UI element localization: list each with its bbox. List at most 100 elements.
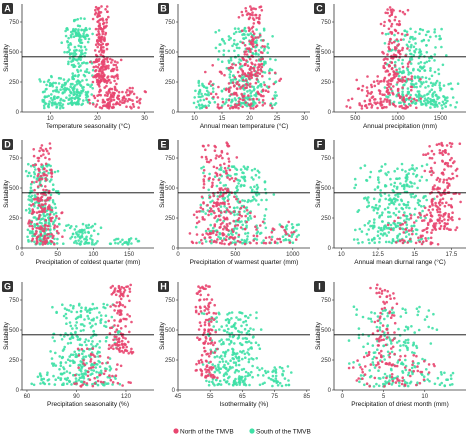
- point-south: [222, 53, 225, 57]
- point-north: [360, 104, 364, 108]
- point-south: [435, 328, 439, 332]
- point-south: [30, 382, 33, 386]
- point-south: [266, 42, 270, 46]
- point-north: [360, 107, 364, 110]
- point-north: [217, 107, 221, 110]
- point-south: [398, 384, 401, 388]
- point-south: [80, 28, 83, 32]
- point-north: [391, 345, 395, 349]
- point-south: [410, 224, 414, 228]
- point-north: [392, 292, 395, 295]
- point-south: [71, 87, 74, 90]
- point-south: [63, 50, 66, 54]
- point-south: [66, 342, 70, 345]
- point-south: [282, 369, 285, 373]
- point-south: [265, 85, 269, 88]
- point-south: [438, 84, 441, 87]
- point-south: [262, 239, 265, 242]
- point-south: [38, 221, 42, 224]
- point-north: [126, 93, 129, 97]
- point-north: [31, 227, 35, 231]
- point-south: [69, 52, 72, 55]
- point-north: [380, 349, 383, 353]
- point-south: [419, 100, 423, 104]
- point-north: [119, 297, 123, 301]
- point-north: [200, 155, 204, 159]
- y-tick-label: 500: [321, 186, 332, 192]
- point-south: [231, 165, 235, 168]
- point-south: [218, 328, 221, 331]
- point-north: [109, 93, 113, 96]
- point-north: [138, 99, 141, 102]
- point-north: [388, 294, 392, 297]
- point-south: [433, 70, 437, 74]
- point-north: [256, 66, 260, 69]
- point-south: [244, 232, 247, 235]
- point-north: [223, 162, 226, 166]
- point-north: [111, 374, 114, 378]
- point-north: [254, 81, 258, 85]
- point-north: [97, 39, 101, 42]
- point-north: [123, 342, 126, 346]
- point-north: [268, 241, 272, 244]
- point-south: [241, 64, 244, 68]
- point-south: [213, 100, 217, 104]
- point-south: [71, 96, 74, 100]
- point-south: [362, 345, 365, 349]
- point-north: [444, 162, 447, 165]
- point-north: [51, 236, 54, 240]
- point-north: [227, 160, 231, 163]
- point-north: [209, 375, 213, 378]
- x-tick-label: 0: [341, 394, 345, 400]
- point-north: [255, 78, 259, 81]
- panel-label: E: [160, 140, 166, 150]
- point-north: [198, 337, 202, 341]
- point-south: [421, 209, 424, 213]
- point-south: [363, 383, 366, 387]
- point-north: [92, 60, 96, 64]
- point-south: [197, 81, 200, 84]
- point-north: [388, 40, 391, 44]
- point-north: [399, 78, 402, 82]
- point-north: [431, 208, 435, 211]
- point-south: [237, 359, 241, 362]
- point-south: [74, 331, 77, 335]
- point-south: [370, 239, 374, 242]
- point-south: [67, 46, 70, 49]
- point-north: [110, 293, 114, 296]
- point-south: [421, 75, 424, 79]
- point-north: [281, 225, 285, 229]
- point-south: [242, 320, 245, 324]
- point-north: [49, 146, 52, 150]
- point-south: [450, 87, 453, 91]
- point-north: [422, 240, 425, 243]
- y-tick-label: 0: [328, 246, 332, 252]
- point-south: [438, 34, 441, 38]
- point-south: [290, 371, 293, 374]
- point-south: [377, 181, 381, 184]
- point-north: [210, 368, 213, 371]
- point-south: [275, 380, 278, 383]
- point-north: [128, 90, 132, 93]
- point-south: [218, 168, 221, 171]
- point-south: [50, 93, 53, 96]
- point-north: [108, 102, 111, 106]
- point-south: [42, 214, 46, 218]
- point-south: [241, 343, 244, 347]
- point-north: [383, 93, 386, 97]
- point-south: [442, 102, 446, 106]
- point-north: [214, 330, 217, 334]
- point-north: [194, 305, 198, 309]
- point-north: [411, 363, 414, 367]
- point-south: [84, 355, 88, 358]
- point-north: [261, 220, 265, 224]
- point-south: [255, 183, 259, 187]
- point-south: [408, 49, 412, 52]
- point-north: [94, 76, 97, 79]
- point-south: [116, 242, 120, 245]
- point-north: [409, 104, 412, 107]
- point-north: [285, 232, 288, 235]
- point-north: [60, 211, 64, 214]
- point-south: [83, 30, 86, 33]
